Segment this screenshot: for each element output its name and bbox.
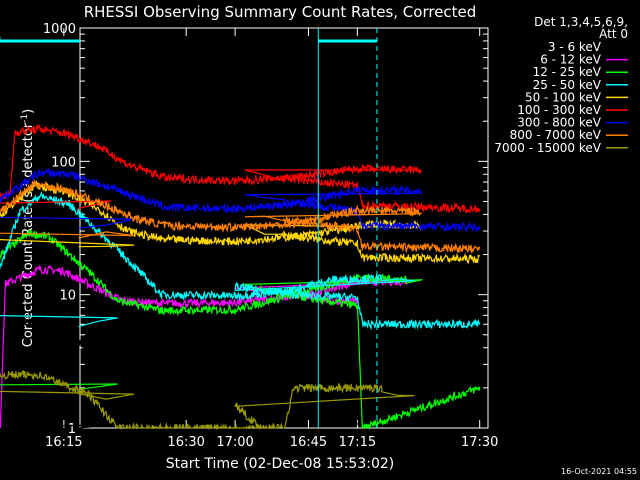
y-axis-label: Corrected Count Rate (s-1 detector-1) [20, 109, 36, 347]
y-tick-label: 10 [59, 289, 76, 304]
y-tick-label: 1000 [43, 22, 76, 37]
y-tick-label: 100 [51, 155, 76, 170]
x-tick-label: 16:30 [167, 435, 204, 450]
data-series [0, 123, 481, 431]
series-line-0 [0, 314, 424, 429]
legend-label: 100 - 300 keV [517, 103, 601, 117]
x-tick-label: 16:45 [290, 435, 327, 450]
x-tick-label: 17:00 [216, 435, 253, 450]
x-tick-label: 17:30 [461, 435, 498, 450]
series-line-8 [0, 370, 415, 431]
legend-label: 300 - 800 keV [517, 116, 601, 130]
legend-label: 800 - 7000 keV [510, 128, 602, 142]
bar-label: N [0, 36, 1, 46]
series-line-1 [0, 264, 407, 429]
legend-label: 7000 - 15000 keV [494, 141, 601, 155]
y-tick-label: 1 [68, 422, 76, 437]
chart-title: RHESSI Observing Summary Count Rates, Co… [84, 3, 477, 21]
x-tick-label: 17:15 [339, 435, 376, 450]
x-axis-label: Start Time (02-Dec-08 15:53:02) [166, 456, 394, 472]
series-line-3 [0, 190, 481, 331]
legend-label: 3 - 6 keV [548, 40, 602, 54]
legend-header-line-2: Att 0 [599, 27, 628, 41]
legend-label: 6 - 12 keV [540, 53, 602, 67]
legend-header-line-1: Det 1,3,4,5,6,9, [534, 15, 628, 29]
legend-label: 50 - 100 keV [525, 90, 602, 104]
series-line-6 [0, 167, 481, 233]
legend-label: 12 - 25 keV [533, 65, 602, 79]
series-line-7 [0, 179, 481, 254]
footer-timestamp: 16-Oct-2021 04:55 [561, 467, 637, 476]
y-axis-ticks: 1 10 100 1000 [43, 22, 488, 437]
legend-label: 25 - 50 keV [533, 78, 602, 92]
x-tick-label: 16:15 [45, 435, 82, 450]
observing-bars: N [0, 28, 378, 428]
